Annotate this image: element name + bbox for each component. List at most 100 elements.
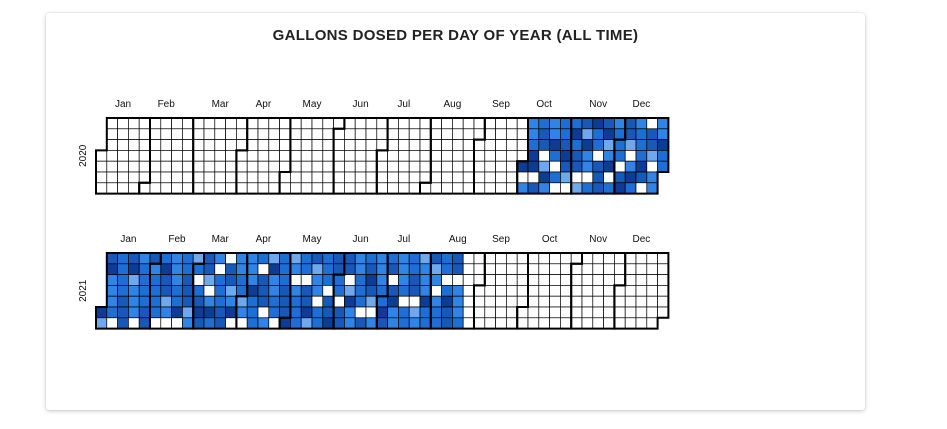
day-cell — [635, 139, 648, 151]
day-cell — [624, 171, 637, 184]
day-cell — [376, 182, 388, 194]
day-cell — [614, 263, 626, 275]
day-cell — [182, 285, 194, 297]
day-cell — [516, 139, 529, 151]
day-cell — [581, 263, 594, 275]
day-cell — [462, 150, 475, 162]
day-cell — [430, 252, 442, 265]
day-cell — [398, 160, 410, 173]
day-cell — [322, 306, 334, 319]
month-label-oct: Oct — [542, 234, 558, 245]
day-cell — [192, 160, 205, 173]
day-cell — [128, 295, 140, 308]
day-cell — [419, 263, 432, 275]
day-cell — [473, 182, 486, 194]
day-cell — [581, 117, 594, 130]
day-cell — [300, 295, 313, 308]
day-cell — [290, 295, 302, 308]
day-cell — [570, 139, 583, 151]
day-cell — [581, 182, 594, 194]
day-cell — [387, 117, 399, 130]
day-cell — [484, 150, 496, 162]
day-cell — [549, 252, 561, 265]
day-cell — [624, 117, 637, 130]
day-cell — [203, 160, 216, 173]
day-cell — [192, 317, 205, 329]
day-cell — [538, 171, 550, 184]
day-cell — [614, 252, 626, 265]
day-cell — [398, 306, 410, 319]
day-cell — [257, 285, 270, 297]
day-cell — [387, 160, 399, 173]
day-cell — [538, 295, 550, 308]
day-cell — [462, 274, 475, 286]
day-cell — [646, 263, 658, 275]
day-cell — [354, 117, 367, 130]
day-cell — [570, 128, 583, 140]
day-cell — [376, 160, 388, 173]
day-cell — [441, 128, 453, 140]
day-cell — [538, 317, 550, 329]
day-cell — [192, 285, 205, 297]
day-cell — [225, 150, 237, 162]
day-cell — [117, 139, 129, 151]
day-cell — [171, 171, 183, 184]
day-cell — [462, 128, 475, 140]
day-cell — [506, 263, 518, 275]
day-cell — [246, 274, 259, 286]
day-cell — [419, 160, 432, 173]
day-cell — [603, 182, 615, 194]
day-cell — [344, 252, 356, 265]
day-cell — [311, 139, 324, 151]
day-cell — [354, 274, 367, 286]
day-cell — [408, 139, 421, 151]
day-cell — [646, 139, 658, 151]
day-cell — [182, 139, 194, 151]
day-cell — [452, 306, 464, 319]
day-cell — [354, 252, 367, 265]
day-cell — [117, 117, 129, 130]
month-outline-dec — [613, 117, 670, 195]
day-cell — [484, 263, 496, 275]
day-cell — [300, 182, 313, 194]
day-cell — [311, 182, 324, 194]
day-cell — [203, 171, 216, 184]
day-cell — [419, 150, 432, 162]
day-cell — [300, 252, 313, 265]
day-cell — [257, 128, 270, 140]
year-2021: Jan Feb Mar Apr May Jun Jul Aug Sep Oct Nov Dec 2021 — [78, 234, 670, 330]
day-cell — [203, 150, 216, 162]
day-cell — [290, 274, 302, 286]
day-cell — [117, 306, 129, 319]
day-cell — [290, 317, 302, 329]
day-cell — [203, 274, 216, 286]
day-cell — [452, 160, 464, 173]
month-label-jun: Jun — [353, 234, 369, 245]
day-cell — [430, 274, 442, 286]
day-cell — [182, 263, 194, 275]
day-cell — [527, 171, 540, 184]
day-cell — [484, 128, 496, 140]
day-cell — [182, 150, 194, 162]
day-cell — [441, 139, 453, 151]
day-cell — [300, 117, 313, 130]
day-cell — [538, 285, 550, 297]
day-cell — [462, 160, 475, 173]
day-cell — [603, 317, 615, 329]
day-cell — [171, 274, 183, 286]
day-cell — [279, 285, 291, 297]
day-cell — [538, 150, 550, 162]
day-cell — [657, 160, 669, 173]
day-cell — [430, 306, 442, 319]
day-cell — [646, 150, 658, 162]
day-cell — [506, 160, 518, 173]
day-cell — [149, 274, 162, 286]
day-cell — [592, 150, 604, 162]
day-cell — [452, 150, 464, 162]
day-cell — [322, 263, 334, 275]
day-cell — [333, 317, 345, 329]
day-cell — [592, 263, 604, 275]
day-cell — [549, 263, 561, 275]
day-cell — [624, 306, 637, 319]
day-cell — [538, 128, 550, 140]
